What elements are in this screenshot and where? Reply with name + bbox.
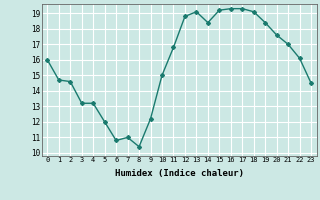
X-axis label: Humidex (Indice chaleur): Humidex (Indice chaleur): [115, 169, 244, 178]
